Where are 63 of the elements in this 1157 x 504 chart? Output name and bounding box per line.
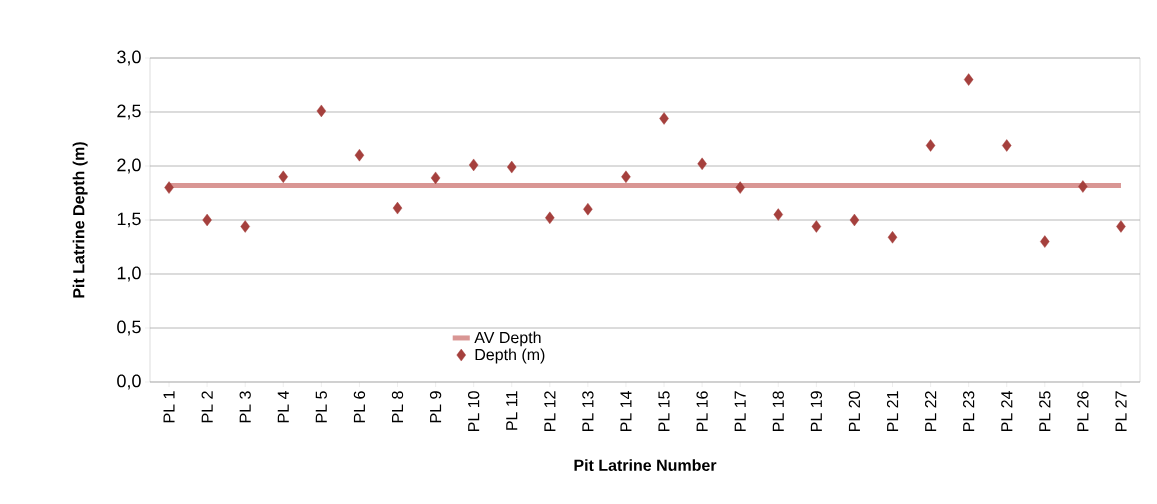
x-tick-label: PL 9 <box>429 391 442 423</box>
point <box>735 181 745 194</box>
x-tick-label: PL 23 <box>963 391 975 432</box>
x-tick-label: PL 27 <box>1115 391 1127 432</box>
point <box>316 104 327 118</box>
point <box>773 208 783 221</box>
point <box>925 139 936 152</box>
x-tick-label: PL 13 <box>582 391 594 432</box>
point <box>887 231 898 244</box>
point <box>659 112 669 125</box>
point <box>1116 220 1126 233</box>
y-axis-title: Pit Latrine Depth (m) <box>72 142 88 298</box>
legend-label: AV Depth <box>474 331 541 347</box>
x-tick-label: PL 24 <box>1001 391 1013 432</box>
x-tick-label: PL 22 <box>925 391 937 432</box>
x-tick-label: PL 14 <box>620 391 632 432</box>
point <box>697 157 707 171</box>
x-tick-label: PL 17 <box>734 391 746 432</box>
point <box>1078 180 1088 193</box>
x-tick-label: PL 8 <box>391 391 404 423</box>
point <box>545 211 555 225</box>
point <box>621 170 631 183</box>
y-tick-label: 1,0 <box>117 266 141 282</box>
point <box>849 213 860 227</box>
x-tick-label: PL 5 <box>315 391 327 423</box>
x-tick-label: PL 6 <box>353 391 366 423</box>
x-tick-label: PL 12 <box>544 391 556 432</box>
point <box>811 220 822 233</box>
point <box>1040 235 1050 248</box>
x-tick-label: PL 20 <box>848 391 861 432</box>
point <box>468 158 479 172</box>
x-tick-label: PL 10 <box>468 391 480 432</box>
x-tick-label: PL 4 <box>277 391 289 423</box>
x-tick-label: PL 21 <box>886 391 899 432</box>
y-tick-label: 1,5 <box>117 212 141 228</box>
point <box>963 73 974 86</box>
x-tick-label: PL 11 <box>506 391 518 430</box>
point <box>354 149 365 162</box>
x-axis-title: Pit Latrine Number <box>574 459 717 471</box>
point <box>583 203 593 216</box>
point <box>507 160 517 174</box>
y-tick-label: 0,5 <box>117 320 141 336</box>
y-tick-label: 3,0 <box>117 50 141 66</box>
legend-label: Depth (m) <box>475 348 545 364</box>
x-tick-label: PL 3 <box>239 391 251 423</box>
x-tick-label: PL 25 <box>1039 391 1051 432</box>
y-tick-label: 0,0 <box>117 374 141 390</box>
x-tick-label: PL 19 <box>810 391 823 432</box>
x-tick-label: PL 1 <box>163 391 175 423</box>
point <box>202 213 212 227</box>
x-tick-label: PL 2 <box>201 391 213 423</box>
point <box>392 201 403 215</box>
y-tick-label: 2,5 <box>117 104 141 120</box>
point <box>430 171 441 185</box>
point <box>164 181 174 194</box>
point <box>240 220 250 233</box>
x-tick-label: PL 16 <box>696 391 708 432</box>
point <box>278 170 288 183</box>
x-tick-label: PL 26 <box>1077 391 1089 432</box>
x-tick-label: PL 18 <box>772 391 784 432</box>
y-tick-label: 2,0 <box>117 158 141 174</box>
point <box>1002 139 1012 152</box>
x-tick-label: PL 15 <box>658 391 670 432</box>
